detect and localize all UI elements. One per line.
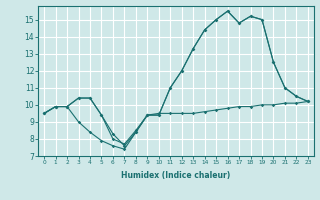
X-axis label: Humidex (Indice chaleur): Humidex (Indice chaleur) (121, 171, 231, 180)
